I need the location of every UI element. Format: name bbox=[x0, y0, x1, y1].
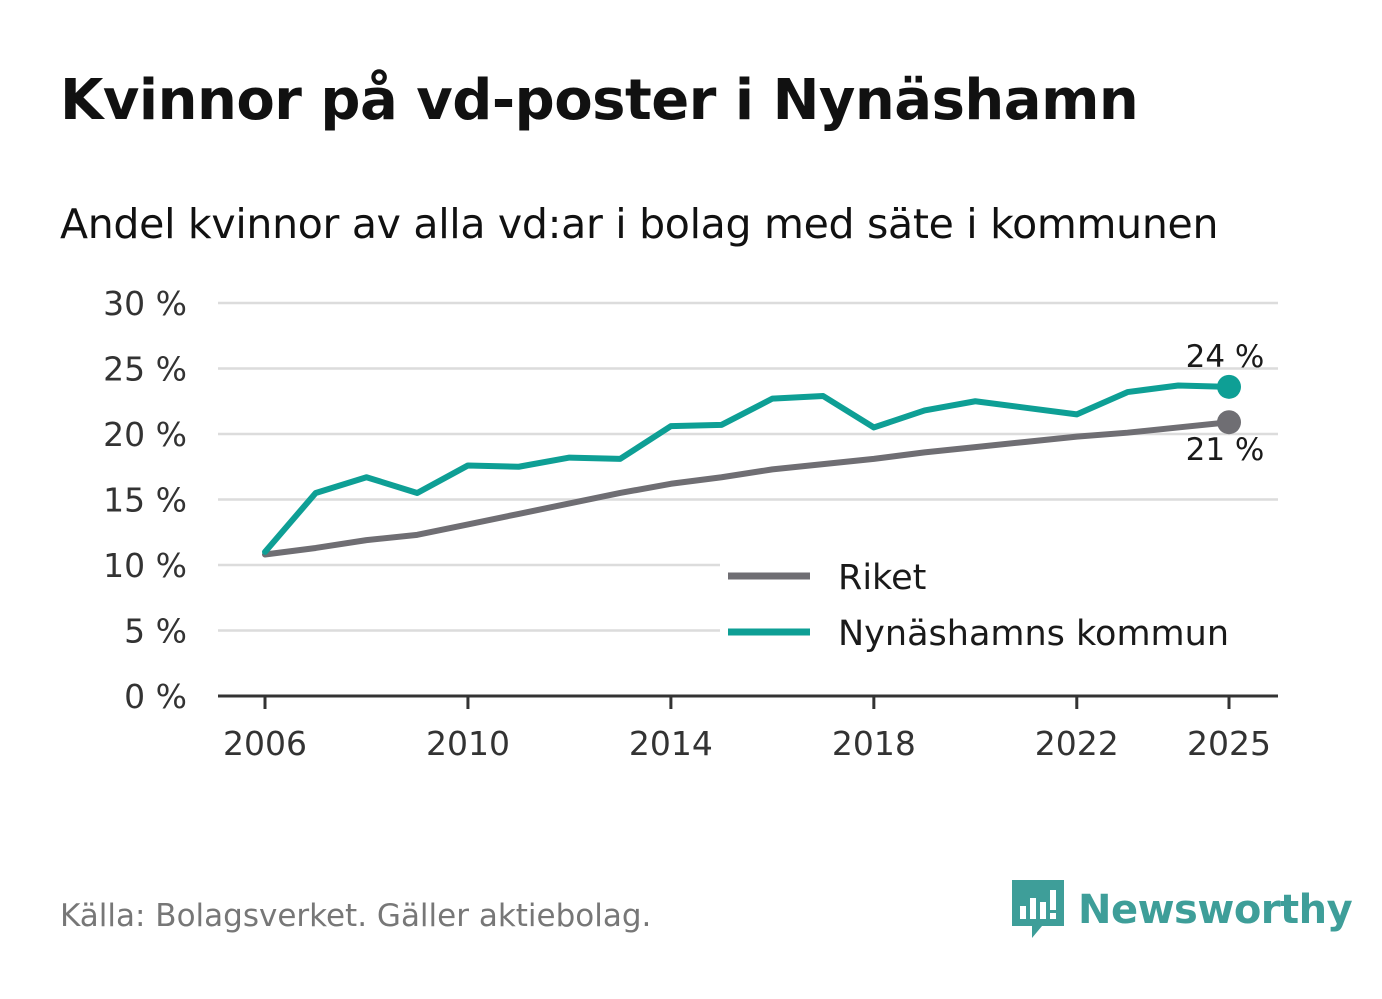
y-tick-label-10: 10 % bbox=[103, 546, 187, 585]
newsworthy-logo-icon bbox=[1012, 880, 1064, 938]
y-tick-label-0: 0 % bbox=[124, 677, 187, 716]
legend-background bbox=[720, 545, 1280, 665]
chart-title: Kvinnor på vd-poster i Nynäshamn bbox=[60, 68, 1139, 133]
y-tick-label-15: 15 % bbox=[103, 481, 187, 520]
x-tick-label-2025: 2025 bbox=[1187, 724, 1271, 763]
series-lines bbox=[262, 382, 1232, 558]
series-line-riket bbox=[262, 419, 1232, 558]
y-axis-labels: 0 % 5 % 10 % 15 % 20 % 25 % 30 % bbox=[103, 284, 187, 716]
x-tick-label-2010: 2010 bbox=[426, 724, 510, 763]
newsworthy-logo: Newsworthy bbox=[1012, 878, 1353, 942]
x-tick-label-2006: 2006 bbox=[223, 724, 307, 763]
legend: Riket Nynäshamns kommun bbox=[720, 545, 1280, 665]
end-marker-riket bbox=[1217, 410, 1241, 435]
end-marker-kommun bbox=[1217, 374, 1241, 399]
x-tick-label-2018: 2018 bbox=[832, 724, 916, 763]
y-tick-label-25: 25 % bbox=[103, 350, 187, 389]
x-tick-label-2014: 2014 bbox=[629, 724, 713, 763]
source-note: Källa: Bolagsverket. Gäller aktiebolag. bbox=[60, 898, 652, 934]
end-label-kommun: 24 % bbox=[1186, 339, 1265, 375]
y-tick-label-20: 20 % bbox=[103, 415, 187, 454]
x-axis: 2006 2010 2014 2018 2022 2025 bbox=[218, 694, 1278, 763]
legend-label-kommun: Nynäshamns kommun bbox=[838, 614, 1229, 654]
legend-label-riket: Riket bbox=[838, 558, 926, 598]
brand-name: Newsworthy bbox=[1078, 887, 1353, 933]
x-tick-label-2022: 2022 bbox=[1035, 724, 1119, 763]
series-line-kommun bbox=[262, 382, 1232, 555]
y-tick-label-5: 5 % bbox=[124, 612, 187, 651]
end-label-riket: 21 % bbox=[1186, 432, 1265, 468]
chart-subtitle: Andel kvinnor av alla vd:ar i bolag med … bbox=[60, 200, 1219, 248]
end-markers: 21 % 24 % bbox=[1186, 339, 1265, 468]
y-tick-label-30: 30 % bbox=[103, 284, 187, 323]
